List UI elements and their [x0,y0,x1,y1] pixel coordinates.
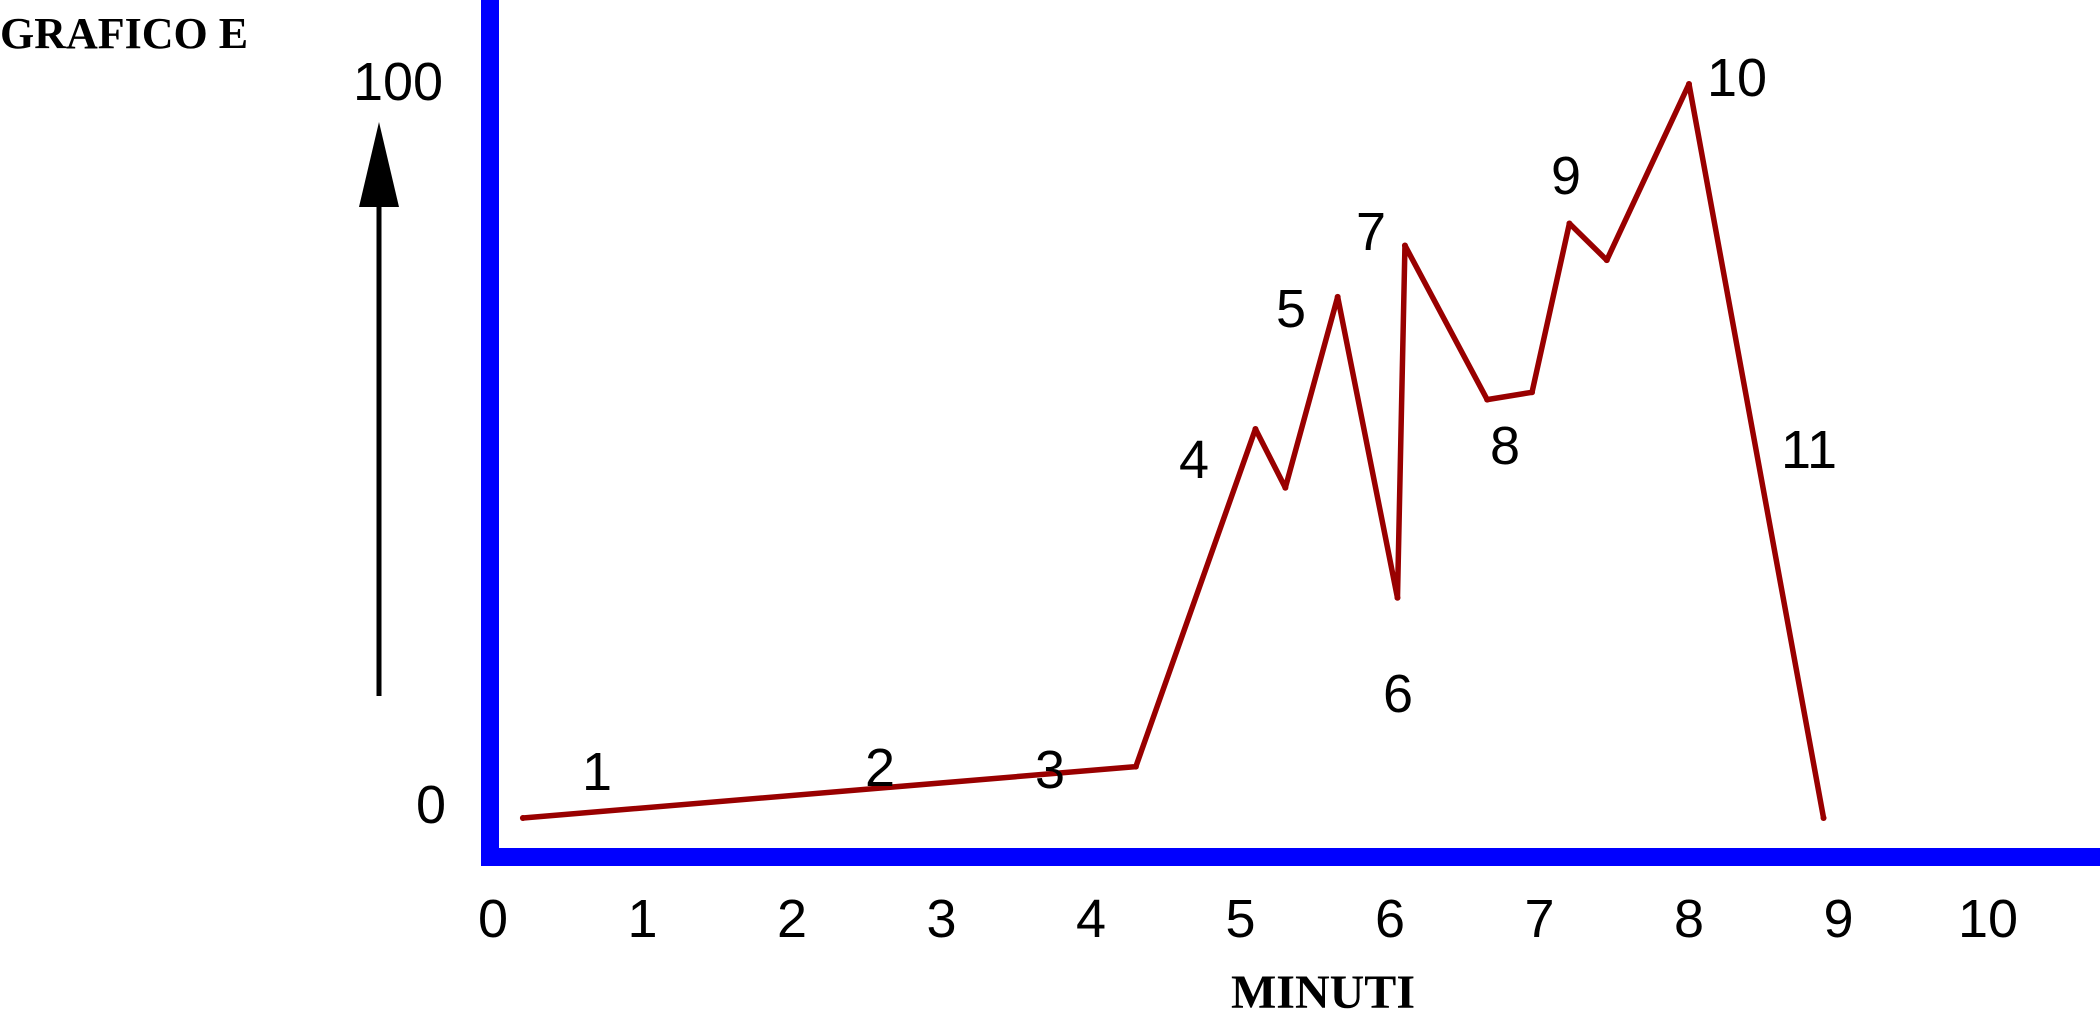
point-label: 11 [1781,420,1837,480]
data-point [1282,484,1289,491]
data-point [1252,425,1259,432]
data-point [519,815,526,821]
point-label: 10 [1707,48,1767,108]
data-point [1484,396,1491,403]
up-arrow-icon [359,122,399,696]
data-point [1686,81,1692,87]
chart-title: GRAFICO E [0,9,248,58]
x-axis-label: MINUTI [1231,966,1415,1019]
point-label: 4 [1179,430,1209,490]
data-point [1529,389,1536,396]
data-point [1603,257,1610,264]
point-label: 5 [1276,279,1306,339]
point-label: 7 [1356,202,1386,262]
x-tick-label: 6 [1375,889,1405,949]
point-label: 2 [865,738,895,798]
x-tick-label: 3 [926,889,956,949]
data-point [1394,594,1401,601]
data-point [1334,293,1341,300]
y-tick-label: 100 [353,52,443,112]
x-tick-label: 2 [777,889,807,949]
x-tick-label: 4 [1076,889,1106,949]
point-label: 1 [582,742,612,802]
data-point [1132,763,1139,770]
x-tick-label: 10 [1958,889,2018,949]
point-label: 3 [1035,740,1065,800]
data-point [1401,242,1408,249]
point-label: 9 [1551,146,1581,206]
data-point [1566,220,1573,227]
point-label: 8 [1490,416,1520,476]
x-tick-label: 1 [627,889,657,949]
x-tick-label: 5 [1225,889,1255,949]
x-tick-label: 8 [1674,889,1704,949]
x-tick-label: 9 [1823,889,1853,949]
x-tick-label: 7 [1524,889,1554,949]
y-tick-label: 0 [416,775,446,835]
x-tick-label: 0 [478,889,508,949]
point-label: 6 [1383,664,1413,724]
data-point [1820,815,1827,821]
data-series-line [520,81,1827,821]
